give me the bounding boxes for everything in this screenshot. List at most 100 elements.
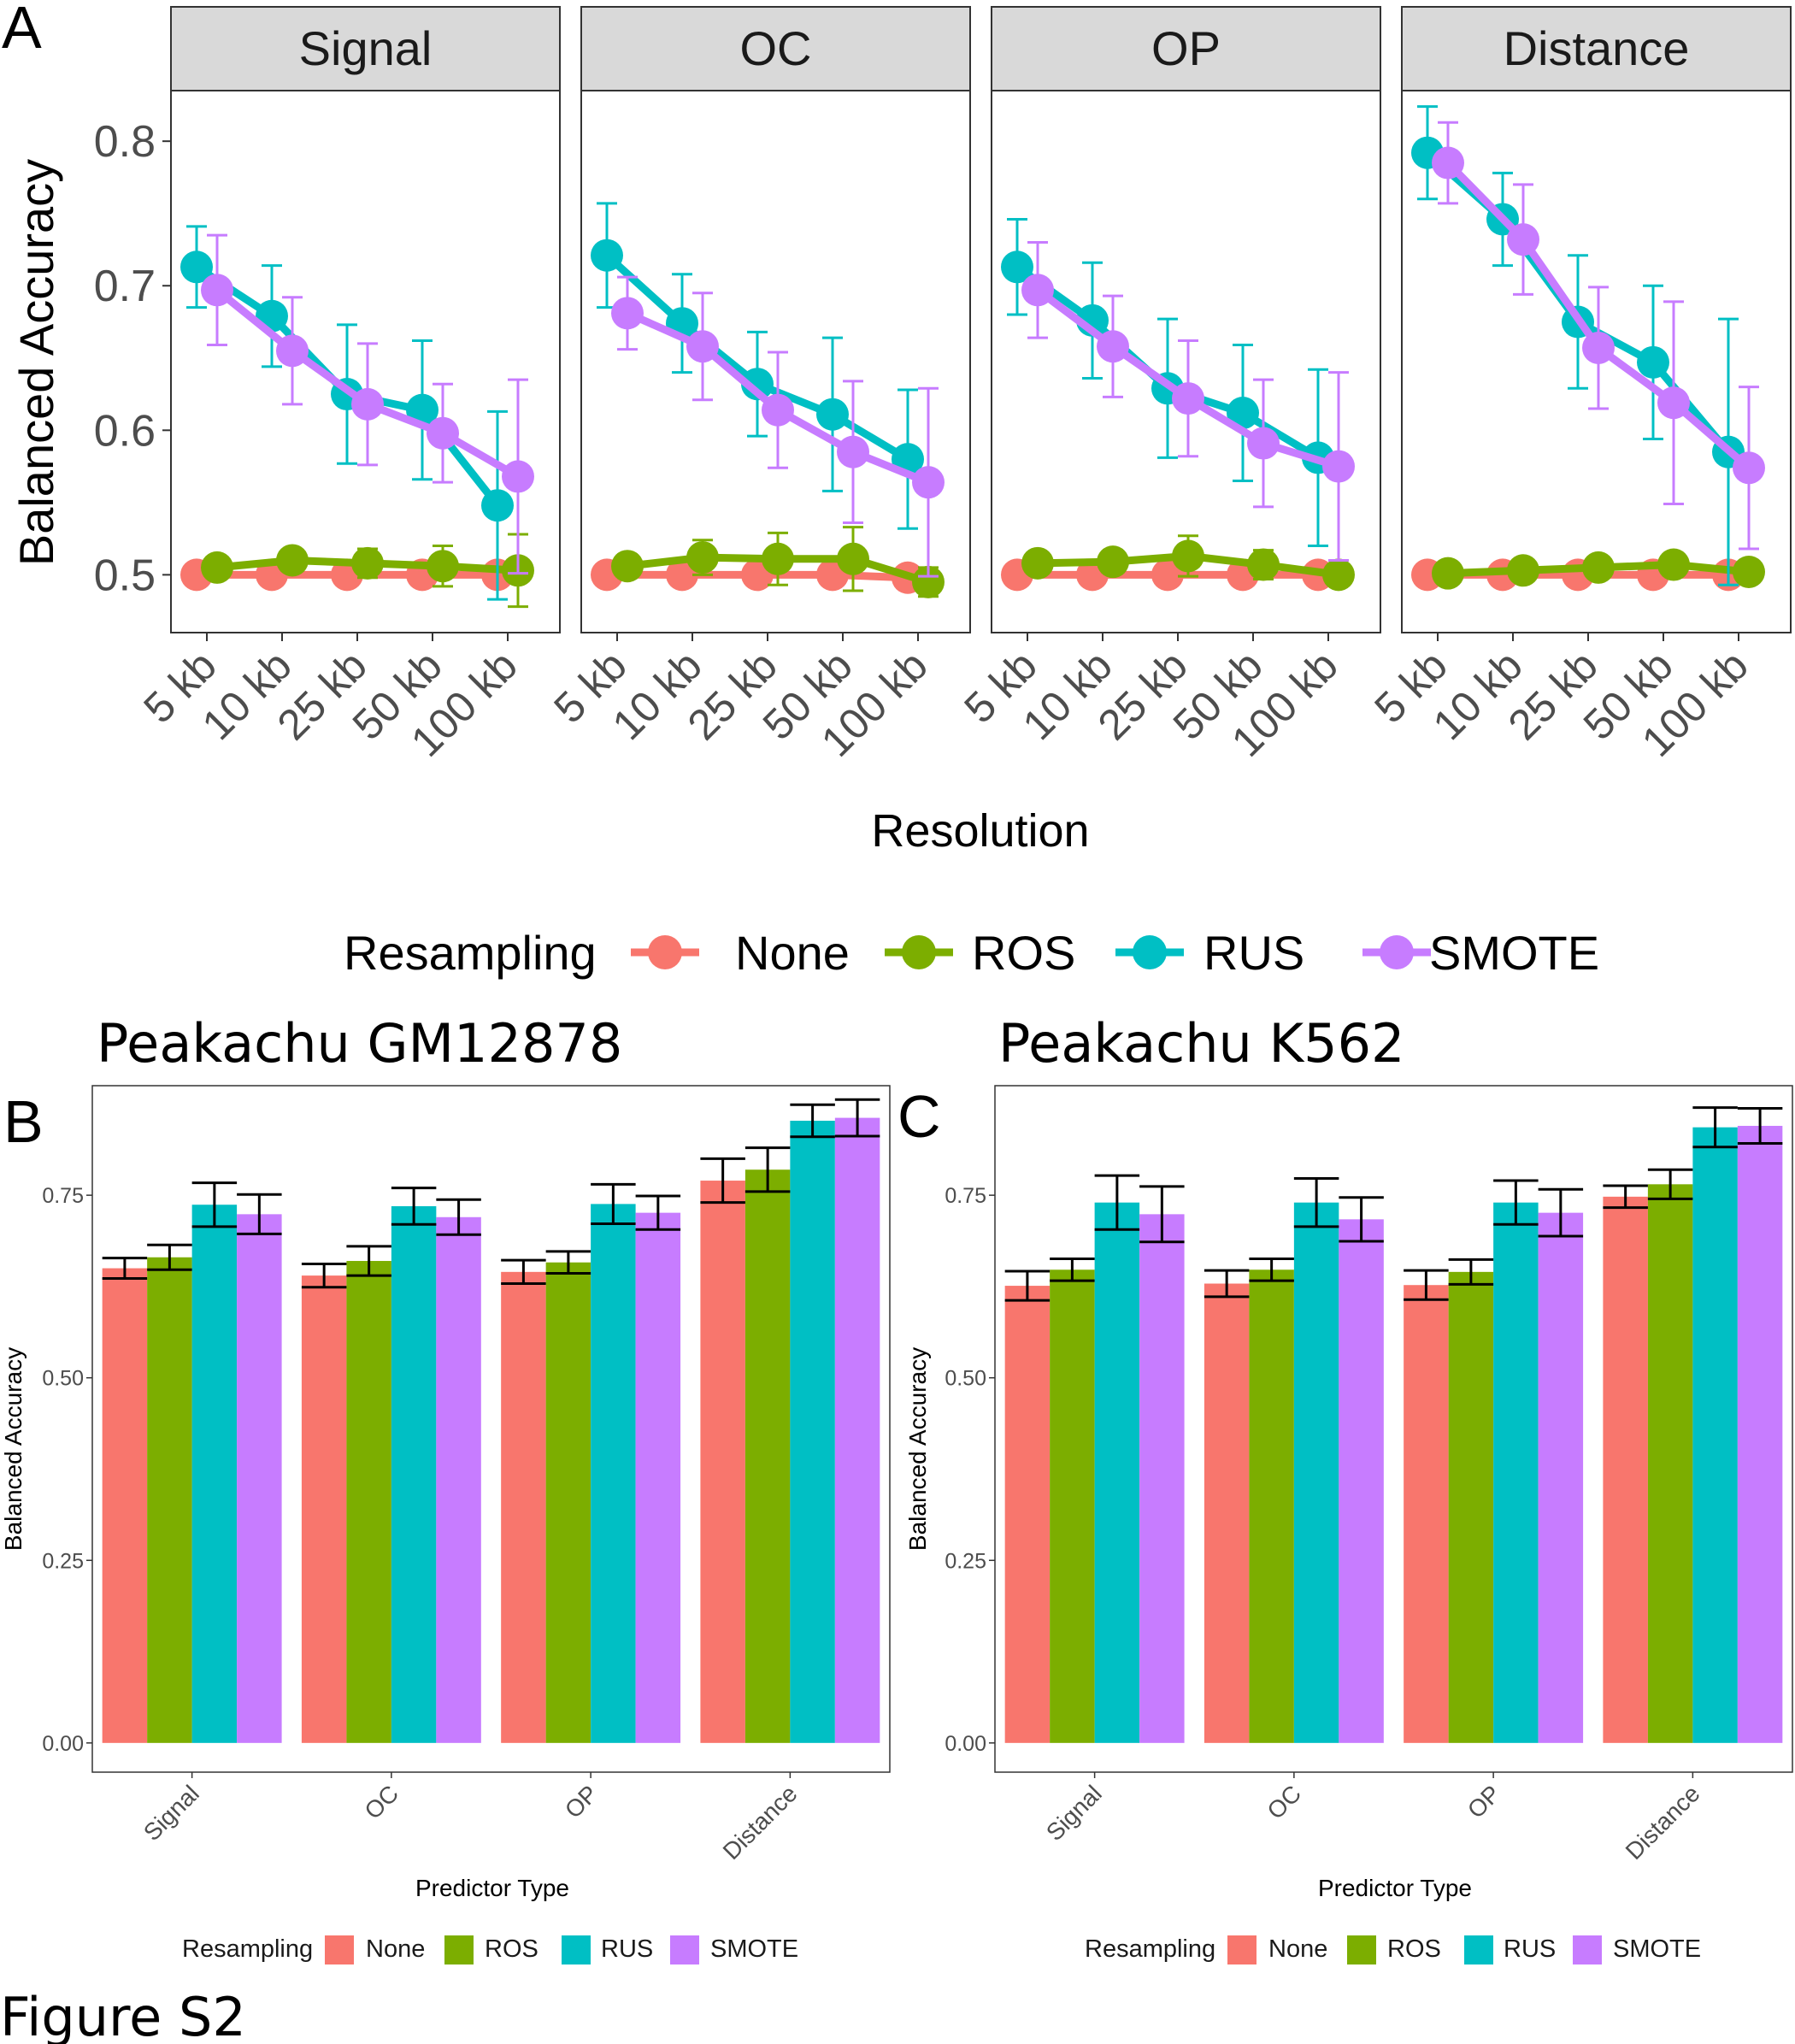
bar-rus <box>391 1205 437 1743</box>
data-point-smote <box>276 334 309 368</box>
legend-key <box>1347 1935 1376 1964</box>
legend-key <box>562 1935 591 1964</box>
legend-key <box>444 1935 474 1964</box>
bar-ros <box>1647 1184 1693 1743</box>
panel-a-ytick-label: 0.7 <box>94 262 156 311</box>
error-bar-smote <box>1139 1185 1185 1244</box>
panel-a-ylabel: Balanced Accuracy <box>9 159 63 566</box>
panel-a-ytick-label: 0.6 <box>94 406 156 456</box>
bar-none <box>1404 1285 1449 1743</box>
bar-rus <box>790 1121 835 1743</box>
panel-c-xlabel: Predictor Type <box>1318 1875 1472 1901</box>
legend-item-smote: SMOTE <box>1573 1935 1701 1964</box>
bar-none <box>1603 1196 1648 1743</box>
legend-key <box>1464 1935 1493 1964</box>
error-bar-smote <box>436 1198 481 1236</box>
data-point-ros <box>1097 545 1129 579</box>
panel-c-legend: Resampling None ROS RUS SMOTE <box>1085 1935 1701 1964</box>
data-point-ros <box>276 544 309 577</box>
legend-item-none: None <box>325 1935 425 1964</box>
error-bar-ros <box>1249 1257 1294 1282</box>
panel-a-xtick-label: 10 kb <box>603 641 711 749</box>
bar-smote <box>237 1214 282 1743</box>
panel-b-xtick-label: Signal <box>138 1780 204 1846</box>
panel-b-ytick-label: 0.75 <box>42 1184 84 1208</box>
legend-label: None <box>1268 1935 1327 1963</box>
legend-label: SMOTE <box>1613 1935 1701 1963</box>
error-bar-rus <box>391 1187 437 1226</box>
bar-ros <box>545 1262 591 1743</box>
data-point-smote <box>1432 146 1464 180</box>
data-point-smote <box>201 274 233 307</box>
data-point-rus <box>1227 397 1259 430</box>
panel-a-ytick-label: 0.8 <box>94 117 156 167</box>
bar-smote <box>1737 1125 1783 1743</box>
bar-smote <box>436 1216 481 1743</box>
legend-label: ROS <box>1387 1935 1441 1963</box>
error-bar-ros <box>744 1146 791 1193</box>
data-point-smote <box>351 387 384 421</box>
bar-smote <box>1339 1219 1384 1743</box>
error-bar-none <box>1603 1184 1648 1210</box>
panel-c-xtick-label: OP <box>1462 1780 1506 1823</box>
panel-label-c: C <box>898 1083 941 1150</box>
legend-label: SMOTE <box>710 1935 798 1963</box>
error-bar-ros <box>1050 1257 1095 1282</box>
data-point-ros <box>1247 548 1280 581</box>
error-bar-rus <box>1293 1176 1339 1228</box>
bar-rus <box>1493 1202 1539 1743</box>
legend-title: Resampling <box>182 1935 313 1963</box>
legend-item-rus: RUS <box>1464 1935 1556 1964</box>
legend-label: SMOTE <box>1429 926 1599 980</box>
data-point-ros <box>201 551 233 584</box>
data-point-ros <box>1322 558 1355 592</box>
bar-rus <box>1692 1127 1738 1743</box>
panel-b-xtick-label: OC <box>359 1780 403 1824</box>
legend-item-smote: SMOTE <box>670 1935 798 1964</box>
bar-none <box>501 1271 546 1743</box>
error-bar-none <box>501 1258 546 1286</box>
legend-key-dot <box>902 935 936 969</box>
data-point-smote <box>1097 330 1129 363</box>
data-point-smote <box>837 435 869 468</box>
error-bar-none <box>102 1257 148 1281</box>
panel-a-xtick-label: 25 kb <box>1499 641 1607 749</box>
legend-label: ROS <box>485 1935 538 1963</box>
facet-panel-oc <box>580 90 971 633</box>
panel-c-xtick-label: OC <box>1262 1780 1306 1824</box>
data-point-smote <box>1021 274 1054 307</box>
error-bar-smote <box>1538 1187 1584 1238</box>
error-bar-none <box>1204 1269 1250 1299</box>
legend-item-smote: SMOTE <box>1362 926 1599 980</box>
legend-label: RUS <box>1204 926 1304 980</box>
legend-key <box>670 1935 699 1964</box>
panel-b-xlabel: Predictor Type <box>415 1875 569 1901</box>
bar-ros <box>1249 1269 1294 1743</box>
data-point-ros <box>1657 548 1690 581</box>
panel-b-ytick-label: 0.50 <box>42 1367 84 1391</box>
legend-key <box>1573 1935 1602 1964</box>
bar-rus <box>1293 1202 1339 1743</box>
legend-label: RUS <box>1504 1935 1556 1963</box>
panel-a-ytick-label: 0.5 <box>94 551 156 600</box>
facet-strip-label: Distance <box>1504 21 1690 75</box>
data-point-smote <box>502 460 534 493</box>
error-bar-rus <box>191 1181 238 1228</box>
data-point-rus <box>180 250 213 284</box>
data-point-ros <box>427 550 459 583</box>
legend-item-ros: ROS <box>885 926 1075 980</box>
legend-key-dot <box>648 935 682 969</box>
error-bar-ros <box>1448 1258 1494 1286</box>
data-point-smote <box>427 416 459 450</box>
legend-title: Resampling <box>344 926 597 980</box>
facet-strip-label: Signal <box>299 21 433 75</box>
error-bar-smote <box>1339 1196 1384 1243</box>
panel-b-legend: Resampling None ROS RUS SMOTE <box>182 1935 798 1964</box>
panel-a-xtick-label: 25 kb <box>679 641 786 749</box>
data-point-smote <box>1733 451 1765 485</box>
data-point-ros <box>1432 557 1464 590</box>
legend-item-rus: RUS <box>562 1935 653 1964</box>
error-bar-ros <box>147 1243 192 1271</box>
facet-strip-label: OP <box>1151 21 1221 75</box>
